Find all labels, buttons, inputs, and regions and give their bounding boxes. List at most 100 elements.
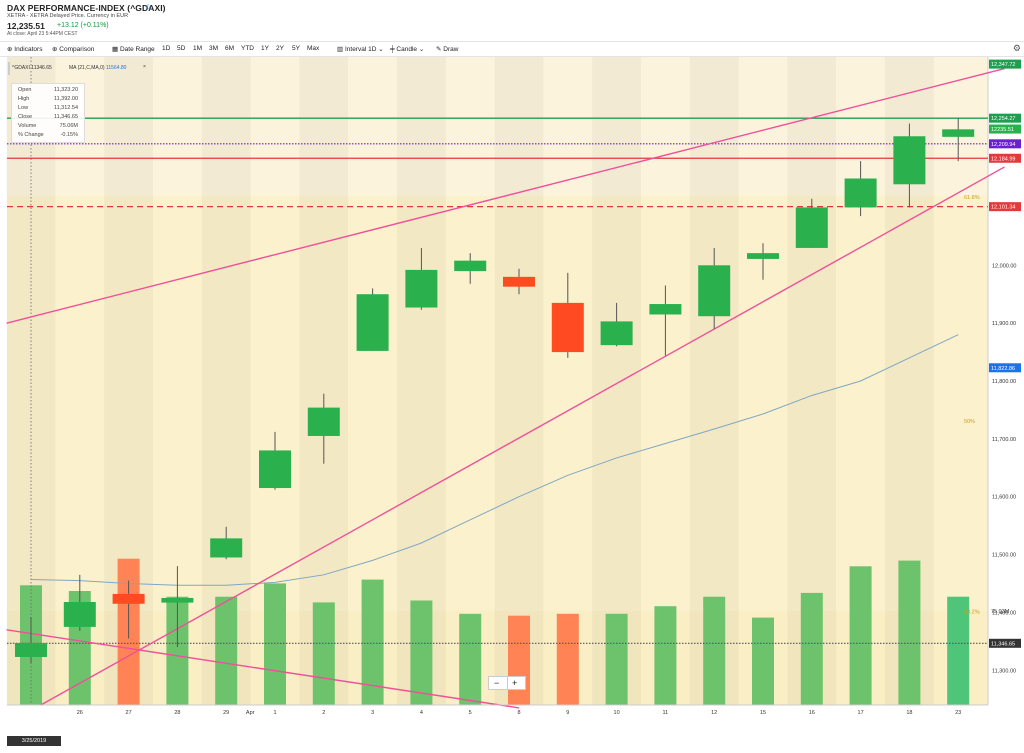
y-tick-label: 11,300.00 — [992, 668, 1016, 674]
price-tag-label: 11,346.65 — [991, 641, 1015, 647]
volume-bar — [556, 613, 579, 705]
date-range-button[interactable]: ▦ Date Range — [112, 45, 155, 53]
high-value: 11,392.00 — [53, 96, 78, 102]
x-tick-label: 23 — [955, 710, 961, 716]
price-tag-label: 12235.51 — [991, 127, 1014, 133]
x-tick-label: 4 — [420, 710, 423, 716]
candle-body[interactable] — [210, 538, 243, 558]
legend-symbol-value: 11346.65 — [31, 65, 52, 71]
volume-bar — [605, 613, 628, 705]
x-tick-label: 2 — [322, 710, 325, 716]
candle-label: Candle — [396, 46, 418, 53]
price-tag-label: 11,822.86 — [991, 366, 1015, 372]
star-icon[interactable]: ☆ — [144, 2, 153, 12]
volume-bar — [508, 615, 530, 705]
open-value: 11,323.20 — [53, 87, 78, 93]
candle-body[interactable] — [405, 269, 438, 308]
zoom-in-button[interactable]: + — [512, 678, 518, 688]
candle-body[interactable] — [893, 136, 926, 185]
volume-bar — [410, 600, 433, 705]
chart-type-dropdown[interactable]: ╪ Candle ⌄ — [390, 45, 424, 53]
gear-icon[interactable]: ⚙ — [1012, 43, 1021, 53]
volume-label: Volume — [18, 123, 37, 129]
candle-icon: ╪ — [390, 46, 395, 53]
price-tag — [989, 638, 1021, 648]
candle-body[interactable] — [356, 294, 389, 351]
trend-line[interactable] — [6, 629, 520, 709]
range-5y[interactable]: 5Y — [292, 45, 300, 52]
interval-value: 1D — [368, 46, 377, 53]
x-tick-label: 5 — [469, 710, 472, 716]
comparison-label: Comparison — [59, 46, 95, 53]
candle-body[interactable] — [161, 597, 194, 603]
candle-body[interactable] — [844, 178, 877, 208]
price-tag — [989, 59, 1021, 69]
candle-body[interactable] — [551, 302, 584, 353]
candle-body[interactable] — [503, 276, 535, 287]
trend-line[interactable] — [6, 67, 1005, 324]
range-1y[interactable]: 1Y — [261, 45, 269, 52]
x-tick-label: Apr — [246, 710, 255, 716]
candle-body[interactable] — [63, 602, 96, 627]
y-tick-label: 11,900.00 — [992, 321, 1016, 327]
x-tick-label: 10 — [614, 710, 620, 716]
candle-body[interactable] — [600, 321, 633, 346]
draw-button[interactable]: ✎ Draw — [436, 45, 458, 53]
volume-max-label: 75.03M — [991, 609, 1010, 615]
range-2y[interactable]: 2Y — [276, 45, 284, 52]
candle-body[interactable] — [942, 129, 975, 137]
candle-body[interactable] — [112, 593, 145, 604]
open-label: Open — [18, 87, 32, 93]
x-tick-label: 17 — [858, 710, 864, 716]
price-tag — [989, 113, 1021, 123]
y-tick-label: 12,000.00 — [992, 263, 1016, 269]
y-tick-label: 11,600.00 — [992, 495, 1016, 501]
column-band — [495, 57, 544, 705]
candle-body[interactable] — [795, 207, 828, 248]
indicators-button[interactable]: ⊕ Indicators — [7, 45, 42, 53]
volume-bar — [703, 596, 726, 705]
comparison-button[interactable]: ⊕ Comparison — [52, 45, 94, 53]
high-label: High — [18, 96, 30, 102]
close-icon[interactable]: × — [143, 64, 146, 70]
x-tick-label: 27 — [126, 710, 132, 716]
interval-dropdown[interactable]: ▥ Interval 1D ⌄ — [337, 45, 384, 53]
x-tick-label: 11 — [663, 710, 669, 716]
price-tag — [989, 139, 1021, 149]
range-1m[interactable]: 1M — [193, 45, 203, 52]
range-1d[interactable]: 1D — [162, 45, 171, 52]
exchange-subtitle: XETRA - XETRA Delayed Price. Currency in… — [7, 13, 129, 19]
candle-body[interactable] — [307, 407, 340, 436]
candle-body[interactable] — [15, 643, 47, 657]
fib-label: 38.2% — [964, 610, 980, 616]
candle-body[interactable] — [698, 265, 731, 317]
trend-line[interactable] — [40, 166, 1005, 706]
range-3m[interactable]: 3M — [209, 45, 219, 52]
zoom-divider — [507, 677, 508, 689]
price-tag-label: 12,184.99 — [991, 156, 1015, 162]
draw-label: Draw — [443, 46, 459, 53]
range-5d[interactable]: 5D — [177, 45, 186, 52]
range-ytd[interactable]: YTD — [241, 45, 254, 52]
volume-bar — [459, 613, 482, 705]
range-max[interactable]: Max — [307, 45, 320, 52]
x-tick-label: 15 — [760, 710, 766, 716]
volume-bar — [654, 606, 677, 705]
price-tag-label: 12,347.72 — [991, 62, 1015, 68]
volume-value: 75.06M — [59, 123, 78, 129]
price-tag-label: 12,209.94 — [991, 142, 1015, 148]
zoom-out-button[interactable]: − — [494, 678, 500, 688]
candle-body[interactable] — [649, 304, 682, 315]
page-title: DAX PERFORMANCE-INDEX (^GDAXI) — [7, 3, 166, 13]
fib-label: 50% — [964, 419, 975, 425]
ma-line — [30, 334, 959, 586]
candle-body[interactable] — [259, 450, 291, 489]
calendar-icon: ▦ — [112, 46, 119, 53]
range-6m[interactable]: 6M — [225, 45, 235, 52]
pencil-icon: ✎ — [436, 46, 442, 53]
close-value: 11,346.65 — [53, 114, 78, 120]
candle-body[interactable] — [747, 253, 779, 259]
candle-body[interactable] — [454, 260, 487, 272]
volume-bar — [898, 560, 921, 705]
